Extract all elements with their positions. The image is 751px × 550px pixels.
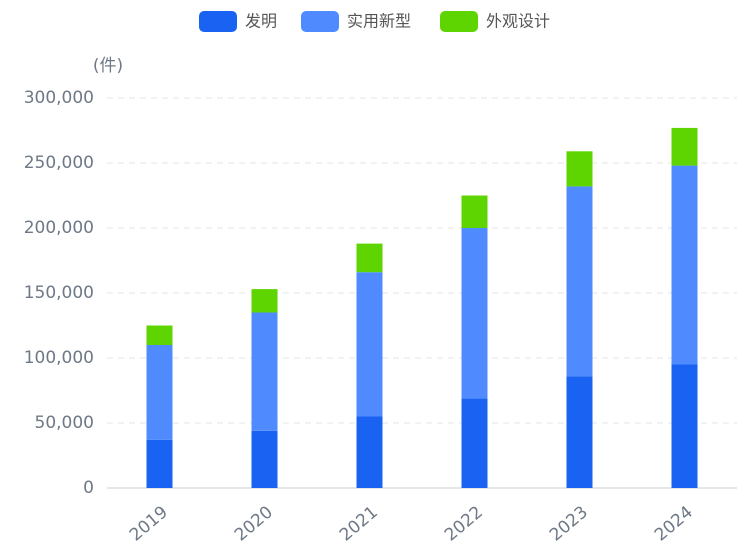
legend-label: 发明 xyxy=(245,12,277,31)
x-tick-label: 2021 xyxy=(336,502,382,545)
legend-swatch xyxy=(440,11,478,32)
y-tick-label: 100,000 xyxy=(24,348,94,368)
y-tick-label: 50,000 xyxy=(35,413,94,433)
bar-segment xyxy=(566,186,593,377)
bar-segment xyxy=(146,325,173,345)
y-tick-label: 0 xyxy=(83,478,94,498)
bar-segment xyxy=(251,289,278,313)
bar-segment xyxy=(566,376,593,488)
y-tick-label: 200,000 xyxy=(24,218,94,238)
y-tick-label: 150,000 xyxy=(24,283,94,303)
bar-segment xyxy=(251,430,278,488)
x-tick-label: 2020 xyxy=(231,502,277,545)
bar-segment xyxy=(146,345,173,440)
legend-swatch xyxy=(199,11,237,32)
x-tick-label: 2024 xyxy=(651,502,697,545)
bar-segment xyxy=(566,151,593,187)
legend-label: 外观设计 xyxy=(486,12,550,31)
y-tick-label: 300,000 xyxy=(24,88,94,108)
bar-segment xyxy=(356,416,383,488)
x-tick-label: 2019 xyxy=(126,502,172,545)
x-tick-label: 2023 xyxy=(546,502,592,545)
y-axis-label: (件) xyxy=(93,56,123,76)
bar-segment xyxy=(251,312,278,431)
x-tick-label: 2022 xyxy=(441,502,487,545)
bar-segment xyxy=(461,195,488,228)
bar-segment xyxy=(671,165,698,365)
bar-segment xyxy=(461,228,488,399)
bar-segment xyxy=(671,364,698,488)
bar-segment xyxy=(671,127,698,166)
bar-segment xyxy=(356,272,383,417)
y-tick-label: 250,000 xyxy=(24,153,94,173)
legend-swatch xyxy=(301,11,339,32)
legend-label: 实用新型 xyxy=(347,12,411,31)
bar-segment xyxy=(461,398,488,488)
bar-segment xyxy=(356,243,383,273)
bar-segment xyxy=(146,439,173,488)
